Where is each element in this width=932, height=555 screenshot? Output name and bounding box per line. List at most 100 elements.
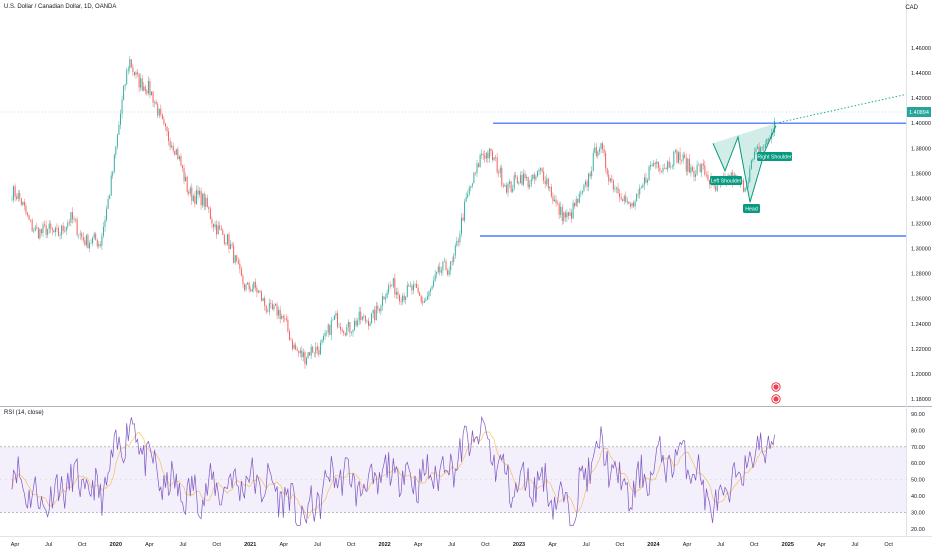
time-tick-label: 2021 xyxy=(244,542,256,548)
candle-body xyxy=(440,270,442,273)
price-tick-label: 1.44000 xyxy=(911,71,931,77)
candle-body xyxy=(220,228,222,231)
candle-body xyxy=(493,157,495,161)
candle-body xyxy=(682,154,684,161)
candle-body xyxy=(617,187,619,194)
candle-body xyxy=(223,234,225,244)
candle-body xyxy=(513,175,515,189)
candle-body xyxy=(135,72,137,76)
candle-body xyxy=(412,284,414,291)
candle-body xyxy=(284,318,286,319)
candle-body xyxy=(172,145,174,151)
candle-body xyxy=(445,261,447,271)
candle-body xyxy=(332,319,334,321)
candle-body xyxy=(620,197,622,200)
candle-body xyxy=(636,194,638,202)
candle-body xyxy=(360,311,362,320)
candle-body xyxy=(147,81,149,94)
candle-body xyxy=(161,114,163,120)
candle-body xyxy=(285,318,287,320)
candle-body xyxy=(120,113,121,125)
candle-body xyxy=(50,223,52,229)
candle-body xyxy=(152,91,154,103)
candle-body xyxy=(16,196,18,199)
candle-body xyxy=(705,174,707,176)
candle-body xyxy=(554,199,555,202)
price-tick-label: 1.24000 xyxy=(911,322,931,328)
time-tick-label: Oct xyxy=(750,542,759,548)
candle-body xyxy=(262,298,264,301)
candle-body xyxy=(33,230,35,232)
candle-body xyxy=(767,138,769,140)
candle-body xyxy=(163,119,165,124)
candle-body xyxy=(679,152,681,161)
price-tick-label: 1.18000 xyxy=(911,397,931,403)
candle-body xyxy=(631,202,633,207)
candle-body xyxy=(338,326,340,328)
chart-title: U.S. Dollar / Canadian Dollar, 1D, OANDA xyxy=(4,4,117,10)
candle-body xyxy=(211,219,213,224)
candle-body xyxy=(245,284,247,290)
candle-body xyxy=(143,86,145,91)
candle-body xyxy=(597,151,599,156)
candle-body xyxy=(603,149,605,153)
candle-body xyxy=(45,225,47,235)
candle-body xyxy=(358,311,360,321)
candle-body xyxy=(341,329,343,332)
candle-body xyxy=(482,153,484,156)
candle-body xyxy=(743,180,745,192)
candle-body xyxy=(13,186,15,200)
candle-body xyxy=(527,176,529,188)
candle-body xyxy=(213,223,214,228)
candle-body xyxy=(178,156,180,160)
rsi-tick-label: 80.00 xyxy=(911,428,925,434)
candle-body xyxy=(647,180,648,183)
candle-body xyxy=(451,261,453,262)
candle-body xyxy=(495,157,497,158)
candle-body xyxy=(473,172,475,184)
candle-body xyxy=(459,233,461,242)
candle-body xyxy=(411,285,413,291)
candle-body xyxy=(764,143,766,148)
candle-body xyxy=(206,197,208,208)
candle-body xyxy=(301,350,303,358)
candle-body xyxy=(219,225,221,229)
candle-body xyxy=(257,290,259,293)
candle-body xyxy=(279,309,281,320)
candle-body xyxy=(643,177,645,185)
candle-body xyxy=(448,270,450,275)
candle-body xyxy=(236,255,238,261)
candle-body xyxy=(476,163,478,173)
time-tick-label: Jul xyxy=(314,542,321,548)
candle-body xyxy=(611,178,613,181)
candle-body xyxy=(640,187,642,189)
candle-body xyxy=(40,229,42,234)
candle-body xyxy=(605,152,607,169)
candle-body xyxy=(350,332,352,333)
candle-body xyxy=(645,177,647,183)
candle-body xyxy=(54,227,56,233)
candle-body xyxy=(188,191,190,194)
candle-body xyxy=(329,324,331,335)
candle-body xyxy=(226,234,228,245)
candle-body xyxy=(498,172,500,174)
candle-body xyxy=(388,285,390,293)
candle-body xyxy=(268,303,270,312)
candle-body xyxy=(533,174,535,180)
candle-body xyxy=(578,193,580,203)
candle-body xyxy=(690,167,692,173)
candle-body xyxy=(619,193,621,198)
candle-body xyxy=(426,296,428,300)
us-flag-icon-inner xyxy=(773,396,779,402)
candle-body xyxy=(430,289,431,292)
candle-body xyxy=(516,176,518,184)
candle-body xyxy=(557,203,559,204)
time-tick-label: Apr xyxy=(414,542,423,548)
candle-body xyxy=(541,168,543,172)
candle-body xyxy=(99,244,101,246)
candle-body xyxy=(271,303,273,310)
candle-body xyxy=(259,290,261,292)
candle-body xyxy=(316,346,318,350)
candle-body xyxy=(403,295,405,300)
